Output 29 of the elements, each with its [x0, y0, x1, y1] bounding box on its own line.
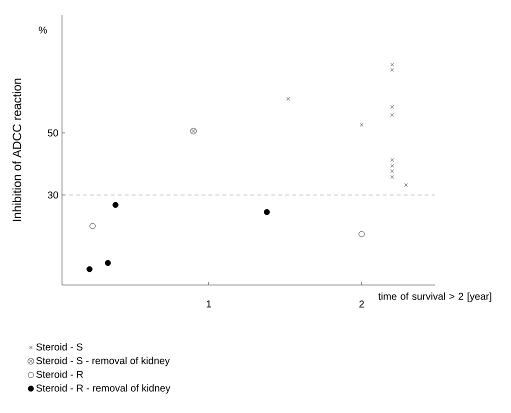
x-tick-label: 2: [359, 300, 364, 308]
text: %: [38, 26, 47, 34]
y-axis-title: Inhibition of ADCC reaction: [12, 78, 22, 221]
x-tick-label: 1: [206, 300, 212, 308]
point: [390, 62, 394, 66]
point: [358, 231, 365, 238]
legend-label: Steroid - R - removal of kidney: [36, 384, 170, 394]
point: [390, 175, 394, 179]
x-axis-title: time of survival > 2 [year]: [378, 292, 492, 302]
point: [390, 113, 394, 117]
point: [264, 209, 270, 216]
y-tick-label: 50: [48, 129, 58, 136]
legend-label: Steroid - S - removal of kidney: [36, 356, 170, 366]
point: [390, 169, 394, 173]
point: [404, 183, 408, 187]
point: [104, 260, 111, 266]
legend-label: Steroid - R: [36, 370, 83, 378]
point: [112, 202, 118, 208]
point: [390, 68, 394, 72]
y-tick-label: 30: [48, 191, 58, 199]
point: [90, 223, 96, 230]
point: [390, 105, 394, 109]
point: [286, 97, 290, 101]
point: [86, 266, 93, 272]
legend-label: Steroid - S: [36, 343, 82, 350]
point: [190, 128, 197, 134]
point: [390, 164, 394, 168]
point: [390, 158, 394, 162]
point: [360, 123, 364, 127]
